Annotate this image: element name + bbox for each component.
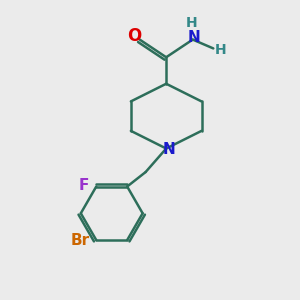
Text: Br: Br bbox=[70, 232, 90, 247]
Text: H: H bbox=[215, 43, 226, 57]
Text: N: N bbox=[162, 142, 175, 158]
Text: O: O bbox=[127, 27, 142, 45]
Text: H: H bbox=[185, 16, 197, 30]
Text: N: N bbox=[188, 30, 200, 45]
Text: F: F bbox=[79, 178, 89, 193]
